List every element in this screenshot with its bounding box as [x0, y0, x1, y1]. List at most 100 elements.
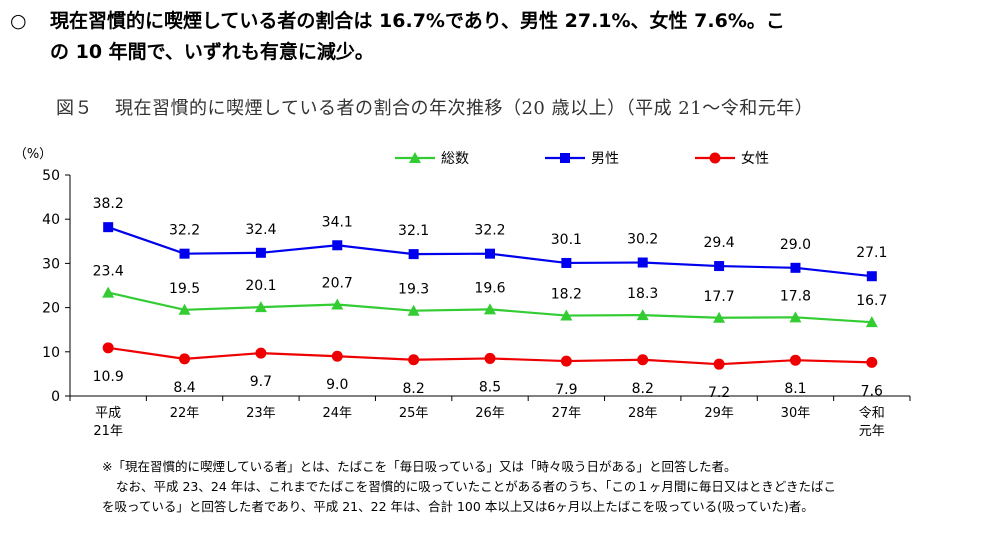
data-label-女性: 9.7 [250, 374, 272, 390]
data-point-男性 [103, 222, 114, 233]
x-tick-label: 25年 [399, 406, 429, 421]
footnote-line-2: なお、平成 23、24 年は、これまでたばこを習慣的に吸っていたことがある者のう… [116, 479, 837, 494]
y-tick-label: 20 [42, 301, 60, 317]
y-tick-label: 10 [42, 345, 60, 361]
data-label-女性: 8.4 [173, 380, 195, 396]
y-tick-label: 30 [42, 256, 60, 272]
data-point-男性 [332, 240, 343, 251]
data-point-女性 [255, 347, 267, 359]
data-label-女性: 8.2 [632, 381, 654, 397]
footnote-line-3: を吸っている」と回答した者であり、平成 21、22 年は、合計 100 本以上又… [102, 499, 814, 514]
data-point-総数 [865, 316, 878, 328]
data-point-女性 [484, 352, 496, 364]
legend-label-男性: 男性 [591, 151, 619, 167]
legend-marker-女性 [709, 152, 721, 164]
data-point-女性 [713, 358, 725, 370]
data-label-総数: 18.3 [627, 286, 658, 302]
legend-label-総数: 総数 [441, 151, 469, 167]
data-point-女性 [102, 342, 114, 354]
data-point-総数 [560, 309, 573, 321]
data-point-男性 [637, 257, 648, 268]
data-label-総数: 20.7 [322, 276, 353, 292]
data-point-総数 [713, 311, 726, 323]
headline-text-2: の 10 年間で、いずれも有意に減少。 [50, 41, 374, 63]
data-point-総数 [636, 309, 649, 321]
legend-marker-男性 [560, 153, 570, 163]
data-label-女性: 7.9 [555, 382, 577, 398]
data-label-男性: 29.0 [780, 237, 811, 253]
y-tick-label: 40 [42, 212, 60, 228]
data-point-総数 [789, 311, 802, 323]
x-tick-label: 24年 [322, 406, 352, 421]
data-point-男性 [179, 248, 190, 259]
x-tick-label: 27年 [552, 406, 582, 421]
data-label-女性: 9.0 [326, 377, 348, 393]
figure-title-text: 現在習慣的に喫煙している者の割合の年次推移（20 歳以上）（平成 21～令和元年… [115, 98, 814, 119]
data-label-女性: 8.5 [479, 379, 501, 395]
data-label-男性: 30.2 [627, 232, 658, 248]
data-label-男性: 32.2 [169, 223, 200, 239]
data-point-男性 [408, 249, 419, 260]
legend-marker-総数 [409, 152, 421, 163]
data-label-男性: 38.2 [93, 196, 124, 212]
data-point-総数 [407, 304, 420, 316]
data-point-女性 [331, 350, 343, 362]
bullet-mark: ○ [10, 10, 27, 32]
data-label-総数: 16.7 [856, 293, 887, 309]
figure-number: 図５ [56, 98, 93, 119]
data-point-男性 [790, 262, 801, 273]
data-point-男性 [255, 247, 266, 258]
headline-line1: ○ 現在習慣的に喫煙している者の割合は 16.7%であり、男性 27.1%、女性 … [10, 6, 980, 37]
data-label-男性: 29.4 [704, 235, 735, 251]
x-tick-label: 30年 [781, 406, 811, 421]
headline-text-1: 現在習慣的に喫煙している者の割合は 16.7%であり、男性 27.1%、女性 7… [50, 10, 785, 32]
data-point-女性 [789, 354, 801, 366]
data-label-総数: 17.8 [780, 288, 811, 304]
data-label-総数: 18.2 [551, 287, 582, 303]
data-point-総数 [484, 303, 496, 315]
data-label-女性: 10.9 [93, 369, 124, 385]
data-point-女性 [866, 356, 878, 368]
data-label-女性: 8.1 [784, 381, 806, 397]
y-tick-label: 50 [42, 168, 60, 184]
x-tick-label: 28年 [628, 406, 658, 421]
headline: ○ 現在習慣的に喫煙している者の割合は 16.7%であり、男性 27.1%、女性 … [10, 6, 980, 68]
data-point-総数 [102, 286, 115, 298]
data-label-総数: 19.3 [398, 282, 429, 298]
y-axis-unit: （%） [14, 147, 52, 162]
y-tick-label: 0 [51, 389, 60, 405]
data-label-総数: 19.6 [474, 280, 505, 296]
data-label-女性: 7.2 [708, 385, 730, 401]
data-point-男性 [561, 257, 572, 268]
data-point-総数 [254, 301, 267, 313]
data-label-男性: 32.2 [474, 223, 505, 239]
data-point-女性 [179, 353, 191, 365]
data-label-総数: 23.4 [93, 264, 124, 280]
data-label-男性: 32.1 [398, 223, 429, 239]
x-tick-label: 令和元年 [859, 406, 885, 439]
x-tick-label: 29年 [704, 406, 734, 421]
x-tick-label: 23年 [246, 406, 276, 421]
figure-title: 図５ 現在習慣的に喫煙している者の割合の年次推移（20 歳以上）（平成 21～令和… [56, 94, 813, 120]
data-label-男性: 34.1 [322, 214, 353, 230]
x-tick-label: 22年 [170, 406, 200, 421]
data-point-総数 [178, 303, 191, 315]
x-tick-label: 26年 [475, 406, 505, 421]
data-point-女性 [560, 355, 572, 367]
line-chart: 0 10 20 30 40 50 （%） 平成 21年 22年 23年 24年 25年 26年 27年 28年… [14, 147, 911, 439]
x-tick-label: 平成 21年 [93, 406, 123, 439]
data-label-総数: 20.1 [245, 278, 276, 294]
data-label-女性: 7.6 [861, 383, 883, 399]
data-point-男性 [714, 261, 725, 272]
footnotes: ※「現在習慣的に喫煙している者」とは、たばこを「毎日吸っている」又は「時々吸う日… [102, 457, 836, 517]
data-point-女性 [408, 354, 420, 366]
data-label-男性: 30.1 [551, 232, 582, 248]
footnote-line-1: ※「現在習慣的に喫煙している者」とは、たばこを「毎日吸っている」又は「時々吸う日… [102, 459, 737, 474]
data-point-総数 [331, 298, 344, 310]
data-point-男性 [866, 271, 877, 282]
legend-label-女性: 女性 [741, 150, 769, 167]
data-label-女性: 8.2 [403, 381, 425, 397]
data-point-女性 [637, 354, 649, 366]
data-label-男性: 32.4 [245, 222, 276, 238]
data-label-総数: 17.7 [704, 289, 735, 305]
